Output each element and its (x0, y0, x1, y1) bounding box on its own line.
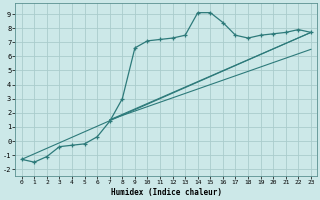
X-axis label: Humidex (Indice chaleur): Humidex (Indice chaleur) (111, 188, 222, 197)
